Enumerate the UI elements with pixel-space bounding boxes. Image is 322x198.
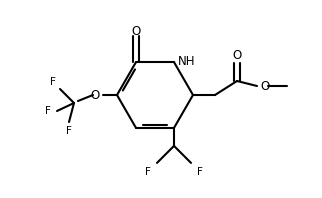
Text: O: O bbox=[260, 80, 269, 92]
Text: F: F bbox=[50, 77, 56, 87]
Text: NH: NH bbox=[178, 55, 195, 68]
Text: F: F bbox=[145, 167, 151, 177]
Text: F: F bbox=[66, 126, 72, 136]
Text: F: F bbox=[45, 106, 51, 116]
Text: F: F bbox=[197, 167, 203, 177]
Text: O: O bbox=[131, 25, 141, 38]
Text: O: O bbox=[91, 89, 100, 102]
Text: O: O bbox=[232, 49, 242, 62]
